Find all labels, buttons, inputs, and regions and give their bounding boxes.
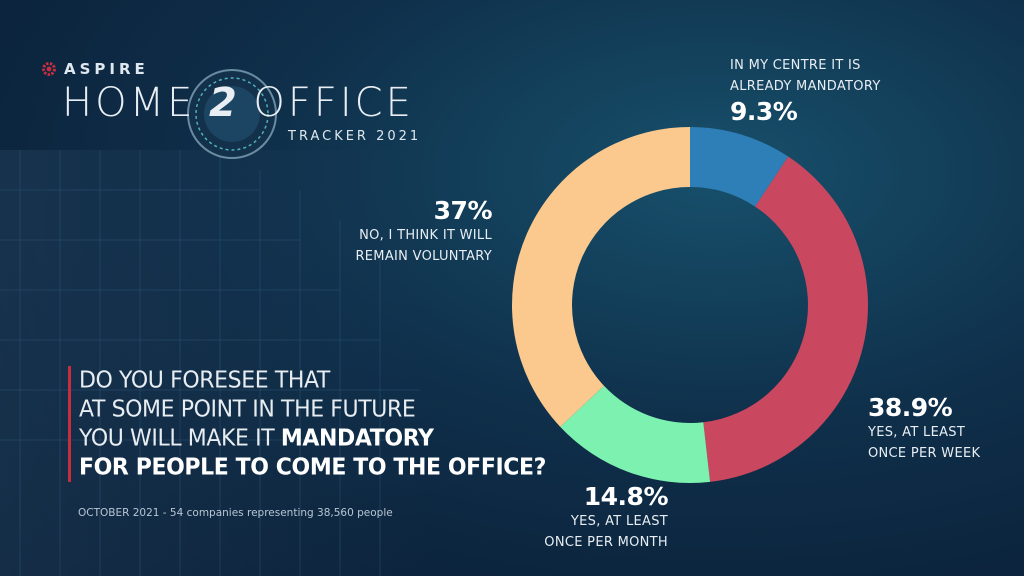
donut-slice-3 bbox=[560, 385, 711, 484]
question-line-3: YOU WILL MAKE IT MANDATORY bbox=[79, 423, 546, 453]
slice-label-voluntary-line-1: NO, I THINK IT WILL bbox=[359, 228, 492, 243]
slice-label-mandatory: IN MY CENTRE IT IS ALREADY MANDATORY 9.3… bbox=[730, 55, 881, 126]
wordmark-office: OFFICE bbox=[253, 80, 414, 126]
question-line-3-prefix: YOU WILL MAKE IT bbox=[79, 425, 281, 452]
survey-question: DO YOU FORESEE THAT AT SOME POINT IN THE… bbox=[68, 366, 546, 482]
slice-value-mandatory: 9.3% bbox=[730, 97, 798, 126]
question-line-4: FOR PEOPLE TO COME TO THE OFFICE? bbox=[79, 452, 546, 482]
slice-value-monthly: 14.8% bbox=[583, 482, 669, 511]
aspire-gear-icon bbox=[42, 62, 56, 76]
home2office-logo: ASPIRE HOME 2 OFFICE TRACKER 2021 bbox=[40, 60, 440, 170]
slice-value-voluntary: 37% bbox=[433, 196, 493, 225]
slice-label-mandatory-line-2: ALREADY MANDATORY bbox=[730, 79, 881, 94]
slice-label-monthly-line-2: ONCE PER MONTH bbox=[544, 535, 668, 550]
question-line-4-text: FOR PEOPLE TO COME TO THE OFFICE? bbox=[79, 454, 546, 481]
slice-label-weekly-line-1: YES, AT LEAST bbox=[868, 425, 966, 440]
wordmark-home: HOME bbox=[62, 80, 196, 126]
donut-slice-1 bbox=[690, 127, 789, 207]
question-emphasis: MANDATORY bbox=[280, 425, 434, 452]
slice-label-weekly-line-2: ONCE PER WEEK bbox=[868, 446, 981, 461]
wordmark-number: 2 bbox=[208, 80, 240, 126]
tracker-year: TRACKER 2021 bbox=[288, 129, 422, 144]
slice-label-voluntary-line-2: REMAIN VOLUNTARY bbox=[355, 249, 492, 264]
logo-ring-icon bbox=[187, 69, 277, 159]
survey-source-note: OCTOBER 2021 - 54 companies representing… bbox=[78, 507, 393, 519]
slice-label-voluntary: 37% NO, I THINK IT WILL REMAIN VOLUNTARY bbox=[330, 196, 492, 267]
slice-label-mandatory-line-1: IN MY CENTRE IT IS bbox=[730, 58, 861, 73]
slice-label-weekly: 38.9% YES, AT LEAST ONCE PER WEEK bbox=[868, 393, 980, 464]
slice-value-weekly: 38.9% bbox=[868, 393, 953, 422]
question-line-1: DO YOU FORESEE THAT bbox=[79, 367, 330, 394]
aspire-brand: ASPIRE bbox=[40, 60, 149, 78]
logo-wordmark: HOME 2 OFFICE bbox=[62, 80, 414, 126]
slice-label-monthly: 14.8% YES, AT LEAST ONCE PER MONTH bbox=[540, 482, 668, 553]
donut-slice-4 bbox=[512, 127, 690, 427]
donut-slice-2 bbox=[703, 156, 868, 482]
slice-label-monthly-line-1: YES, AT LEAST bbox=[570, 514, 668, 529]
aspire-brand-text: ASPIRE bbox=[64, 60, 149, 78]
question-line-2: AT SOME POINT IN THE FUTURE bbox=[79, 396, 416, 423]
